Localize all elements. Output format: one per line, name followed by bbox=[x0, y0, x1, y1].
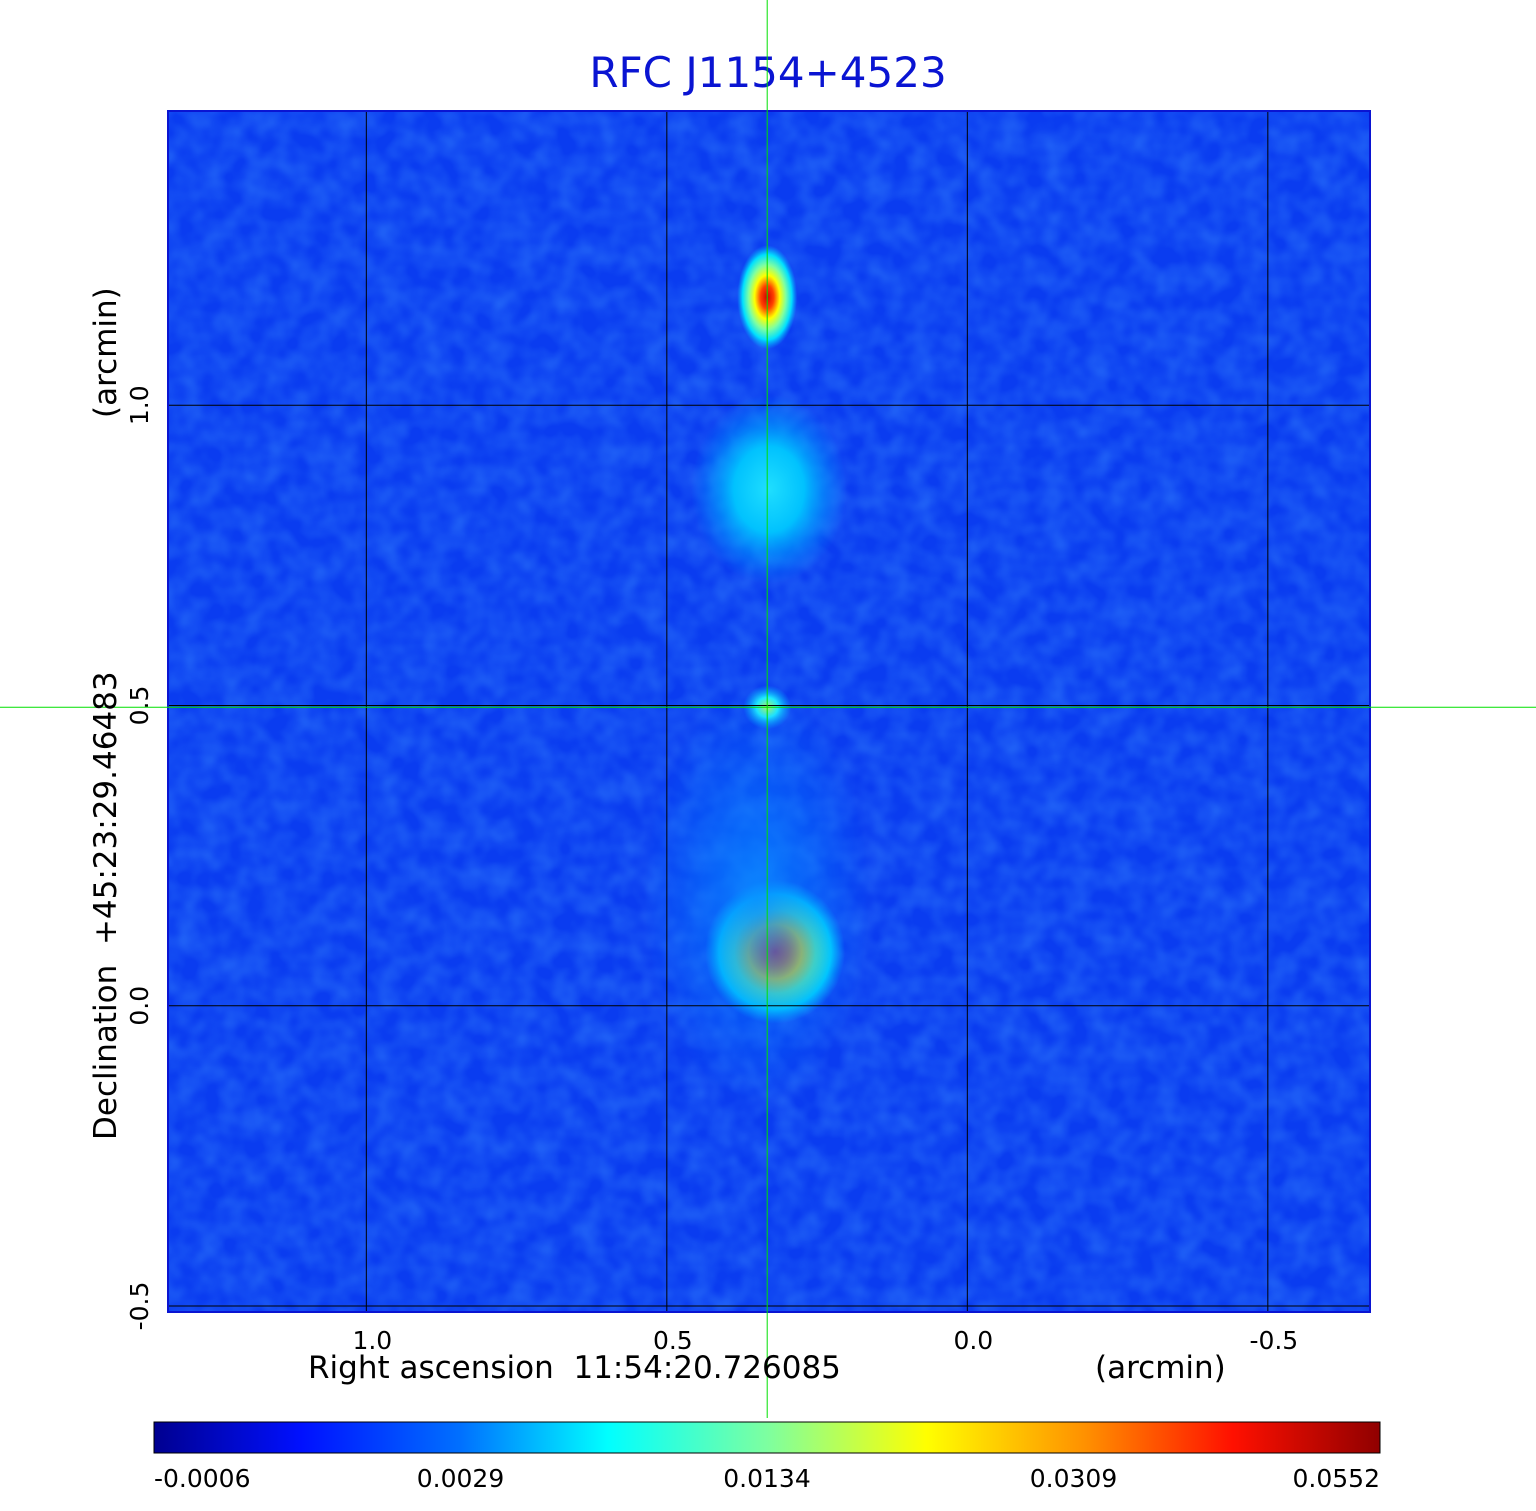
colorbar-tick-label: -0.0006 bbox=[154, 1464, 251, 1493]
crosshair bbox=[0, 0, 1536, 1418]
colorbar-tick-label: 0.0552 bbox=[1293, 1464, 1380, 1493]
colorbar bbox=[153, 1421, 1381, 1454]
x-tick-labels: 1.0 0.5 0.0 -0.5 bbox=[352, 1326, 1298, 1355]
y-tick-label: 1.0 bbox=[125, 385, 154, 425]
x-tick-label: 1.0 bbox=[352, 1326, 392, 1355]
y-tick-label: 0.5 bbox=[125, 686, 154, 726]
x-axis-unit: (arcmin) bbox=[1095, 1350, 1226, 1386]
coordinate-grid bbox=[168, 111, 1370, 1312]
y-axis-label: Declination +45:23:29.46483 bbox=[88, 671, 124, 1140]
colorbar-tick-label: 0.0029 bbox=[417, 1464, 504, 1493]
colorbar-tick-label: 0.0134 bbox=[723, 1464, 810, 1493]
y-tick-labels: -0.5 0.0 0.5 1.0 bbox=[125, 385, 154, 1330]
component-south-lobe bbox=[641, 685, 872, 1106]
x-axis-label: Right ascension 11:54:20.726085 bbox=[308, 1350, 841, 1386]
x-tick-label: 0.5 bbox=[653, 1326, 693, 1355]
plot-area bbox=[168, 111, 1370, 1312]
colorbar-tick-labels: -0.0006 0.0029 0.0134 0.0309 0.0552 bbox=[154, 1464, 1380, 1493]
x-tick-label: 0.0 bbox=[953, 1326, 993, 1355]
y-axis-label-wrap: Declination +45:23:29.46483 bbox=[88, 671, 138, 1190]
colorbar-tick-label: 0.0309 bbox=[1030, 1464, 1117, 1493]
y-tick-label: 0.0 bbox=[125, 986, 154, 1026]
y-axis-unit: (arcmin) bbox=[88, 287, 124, 418]
y-tick-label: -0.5 bbox=[125, 1282, 154, 1331]
component-north-lobe bbox=[691, 394, 847, 585]
x-tick-label: -0.5 bbox=[1249, 1326, 1298, 1355]
plot-frame bbox=[167, 110, 1371, 1313]
chart-title: RFC J1154+4523 bbox=[589, 48, 947, 97]
